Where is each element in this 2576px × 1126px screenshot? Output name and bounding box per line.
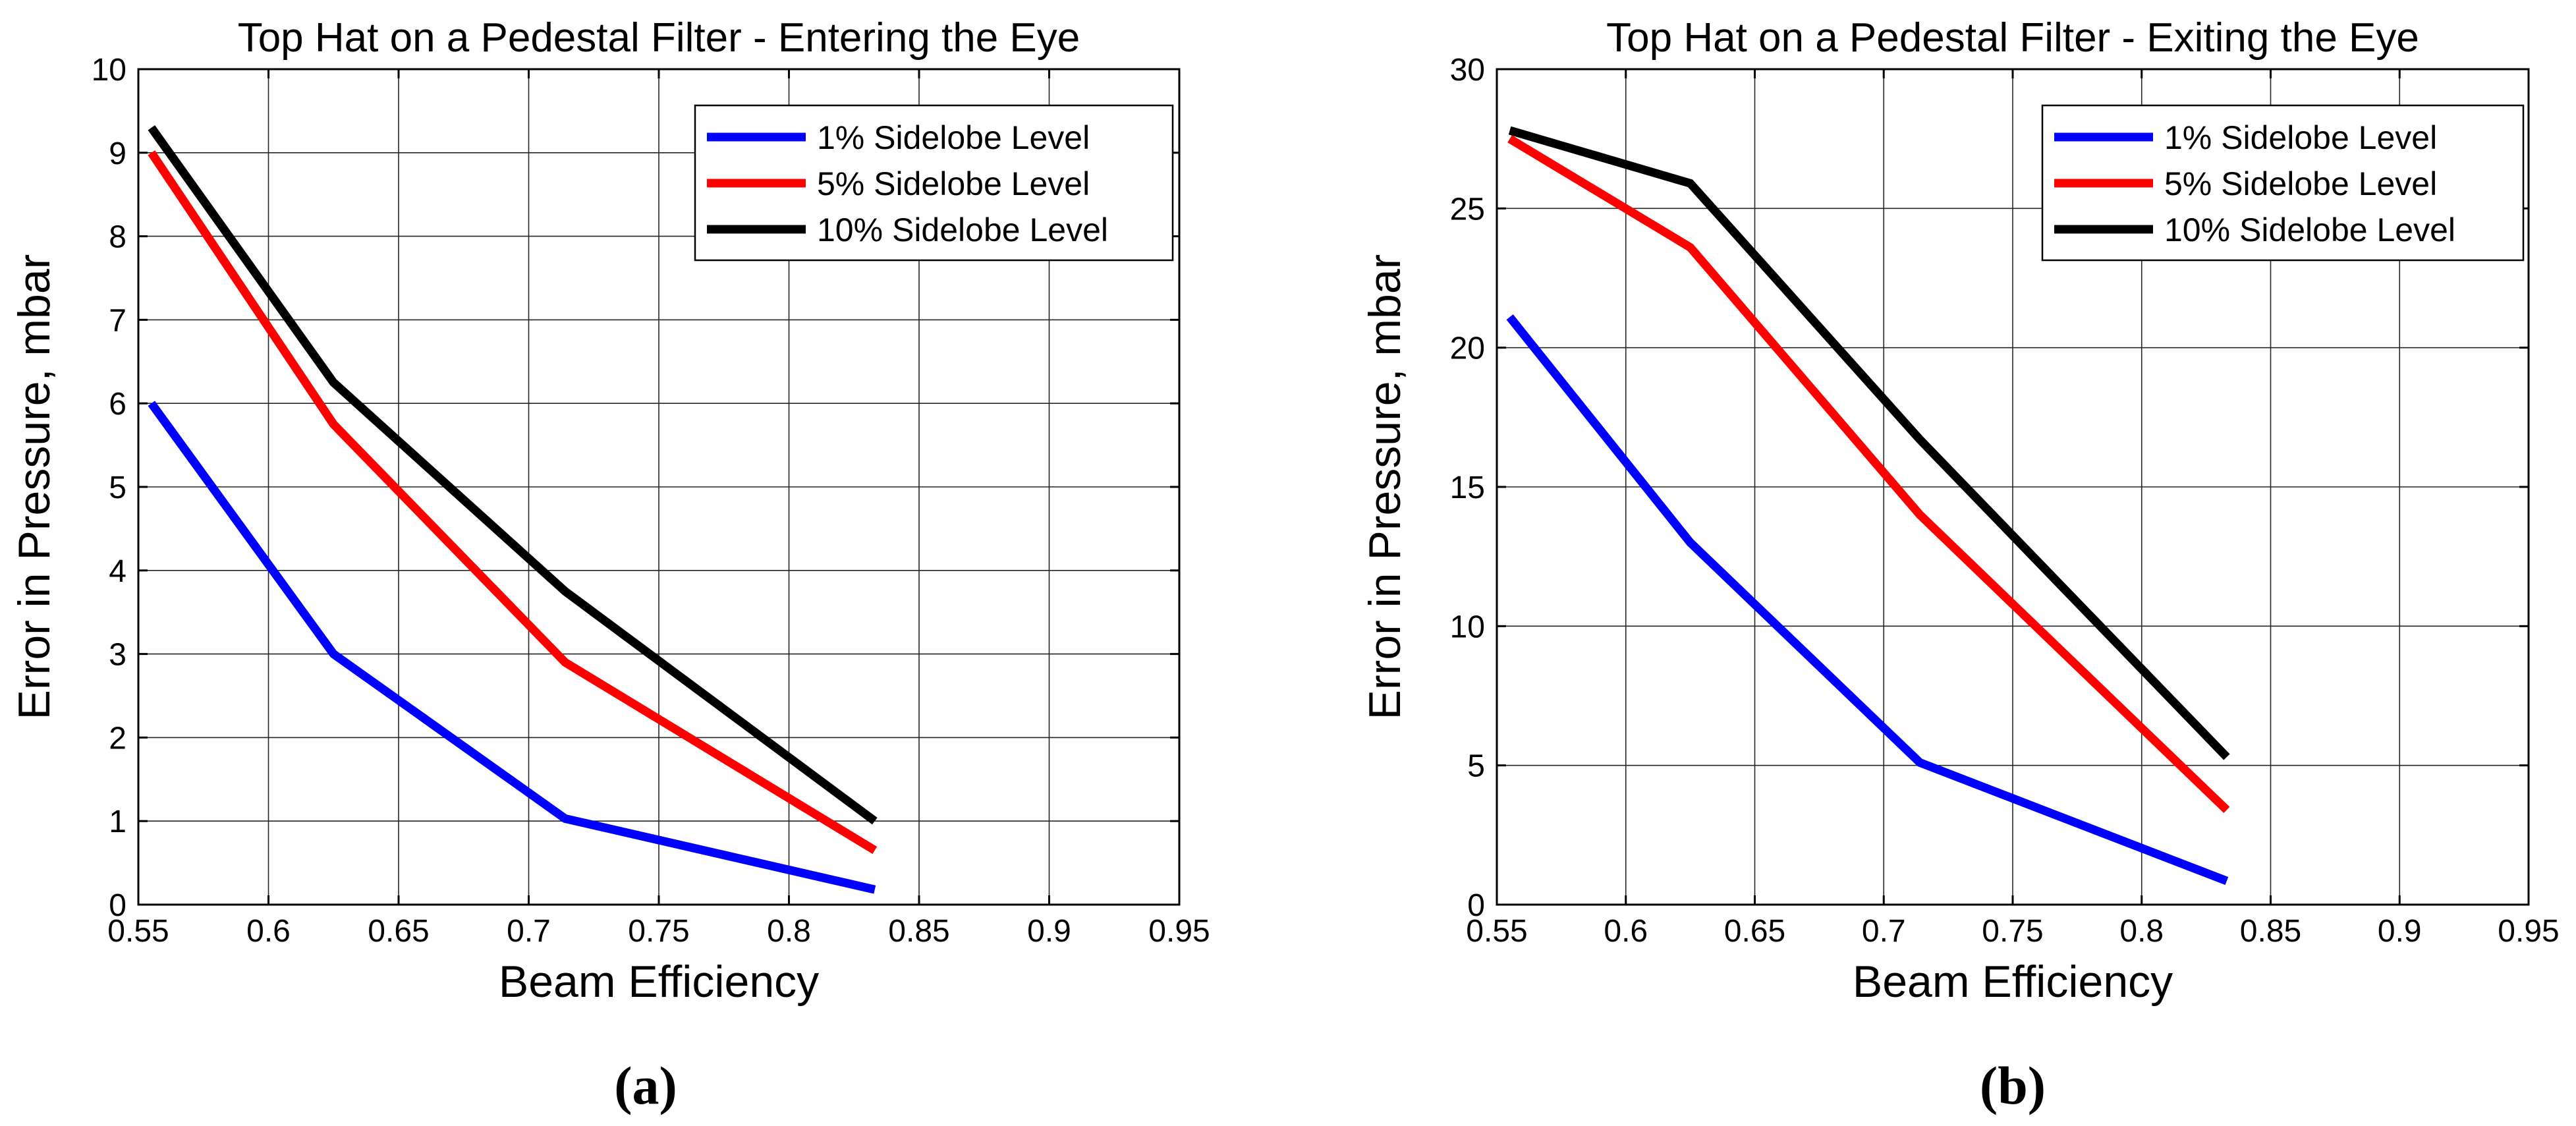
x-tick-label: 0.65	[368, 914, 429, 949]
x-axis-label: Beam Efficiency	[1853, 957, 2173, 1007]
series-line-1	[148, 401, 876, 894]
y-tick-label: 2	[109, 721, 126, 756]
y-tick-label: 9	[109, 136, 126, 171]
x-tick-label: 0.85	[888, 914, 949, 949]
x-tick-label: 0.65	[1724, 914, 1785, 949]
legend-label: 5% Sidelobe Level	[2164, 165, 2437, 202]
legend: 1% Sidelobe Level 5% Sidelobe Level 10% Si…	[694, 104, 1174, 262]
y-tick-label: 0	[109, 888, 126, 923]
x-tick-label: 0.8	[767, 914, 811, 949]
y-tick-label: 10	[92, 53, 126, 88]
y-tick-label: 3	[109, 638, 126, 673]
y-tick-label: 25	[1450, 192, 1485, 227]
y-tick-label: 15	[1450, 470, 1485, 505]
series-line-2	[148, 150, 878, 855]
x-tick-label: 0.75	[1982, 914, 2043, 949]
y-axis-label: Error in Pressure, mbar	[1360, 254, 1410, 720]
y-tick-label: 6	[109, 387, 126, 422]
x-tick-label: 0.6	[1604, 914, 1648, 949]
x-tick-label: 0.9	[1027, 914, 1071, 949]
x-tick-label: 0.85	[2240, 914, 2301, 949]
y-tick-label: 30	[1450, 53, 1485, 88]
legend: 1% Sidelobe Level 5% Sidelobe Level 10% Si…	[2041, 104, 2525, 262]
x-axis-label: Beam Efficiency	[499, 957, 819, 1007]
legend-label: 1% Sidelobe Level	[817, 119, 1090, 156]
chart-title: Top Hat on a Pedestal Filter - Entering …	[238, 15, 1080, 61]
y-tick-label: 4	[109, 554, 126, 589]
y-tick-label: 20	[1450, 331, 1485, 366]
y-tick-label: 0	[1467, 888, 1485, 923]
legend-label: 10% Sidelobe Level	[817, 211, 1108, 248]
x-tick-label: 0.55	[1466, 914, 1527, 949]
chart-panel-b: 0.55 0.6 0.65 0.7 0.75 0.8 0.85 0.9 0.95 0 5 10 15 20…	[1360, 15, 2560, 1115]
chart-panel-a: 0.55 0.6 0.65 0.7 0.75 0.8 0.85 0.9 0.95 0 1 2 3 4 5 6 7…	[9, 15, 1210, 1115]
y-tick-label: 1	[109, 804, 126, 839]
x-tick-label: 0.7	[1862, 914, 1906, 949]
series-line-3	[1508, 126, 2230, 760]
y-tick-label: 8	[109, 220, 126, 255]
series-line-1	[1506, 314, 2229, 886]
y-tick-label: 5	[109, 470, 126, 505]
y-tick-label: 5	[1467, 749, 1485, 784]
y-tick-label: 10	[1450, 609, 1485, 644]
legend-label: 1% Sidelobe Level	[2164, 119, 2437, 156]
x-tick-label: 0.95	[2498, 914, 2559, 949]
panel-label: (b)	[1980, 1056, 2046, 1115]
x-tick-label: 0.8	[2119, 914, 2164, 949]
chart-title: Top Hat on a Pedestal Filter - Exiting t…	[1606, 15, 2419, 61]
series-line-2	[1507, 135, 2230, 813]
legend-label: 10% Sidelobe Level	[2164, 211, 2455, 248]
axes-frame	[1496, 68, 2530, 906]
axes-frame	[137, 68, 1181, 906]
x-tick-label: 0.55	[107, 914, 169, 949]
x-tick-label: 0.6	[246, 914, 291, 949]
legend-label: 5% Sidelobe Level	[817, 165, 1090, 202]
x-tick-label: 0.9	[2378, 914, 2422, 949]
y-tick-label: 7	[109, 303, 126, 338]
panel-label: (a)	[614, 1056, 677, 1115]
x-tick-label: 0.95	[1148, 914, 1210, 949]
x-tick-label: 0.75	[628, 914, 689, 949]
y-axis-label: Error in Pressure, mbar	[9, 254, 59, 720]
x-tick-label: 0.7	[507, 914, 551, 949]
series-line-3	[148, 125, 878, 825]
